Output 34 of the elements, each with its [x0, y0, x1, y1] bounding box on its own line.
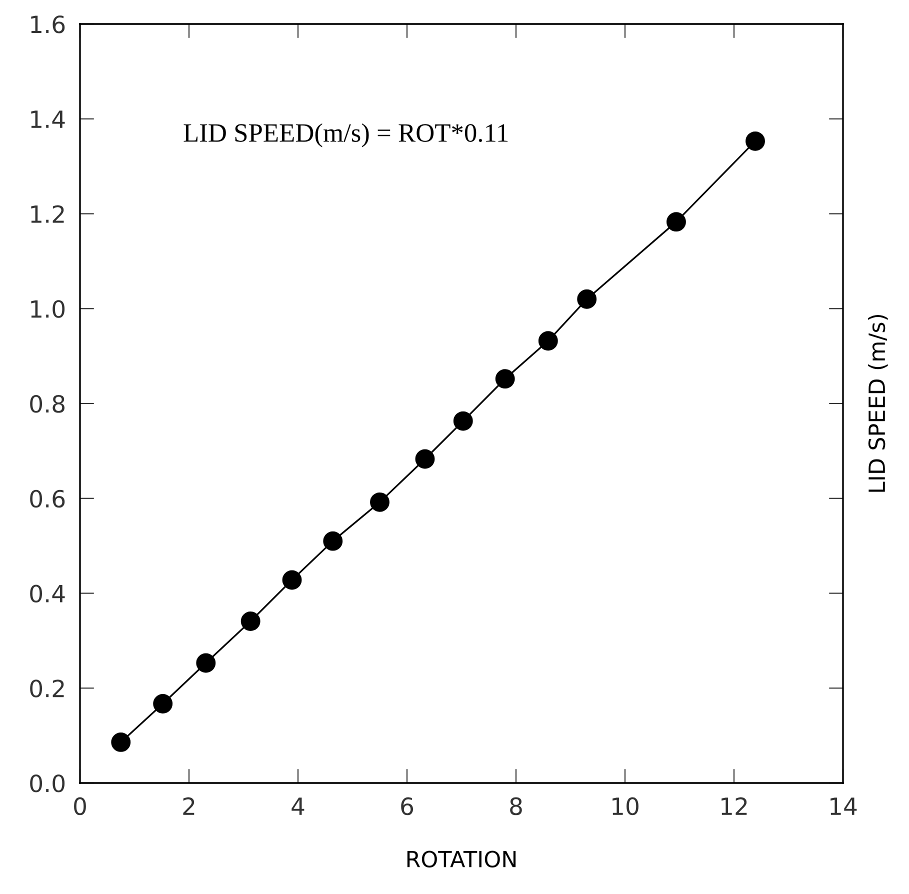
x-tick-label: 6: [401, 797, 414, 816]
y-tick-label: 0.6: [30, 490, 65, 508]
x-tick-label: 14: [830, 798, 857, 815]
y-tick-label: 0.4: [30, 584, 65, 603]
point: [153, 694, 173, 714]
y-tick-label: 1.0: [31, 300, 65, 318]
point: [453, 411, 473, 431]
point: [577, 289, 597, 309]
point: [282, 570, 302, 590]
x-tick-label: 12: [722, 797, 747, 815]
point: [111, 732, 131, 752]
y-tick-label: 1.2: [31, 205, 64, 223]
x-axis-title: ROTATION: [407, 850, 516, 868]
y-tick-label: 1.4: [31, 110, 65, 128]
y-tick-label: 0.0: [30, 774, 65, 792]
point: [538, 331, 558, 351]
point: [666, 212, 686, 232]
x-tick-label: 4: [292, 798, 304, 815]
x-tick-label: 10: [612, 797, 638, 816]
point: [196, 653, 216, 673]
y-axis-title: LID SPEED (m/s): [868, 314, 888, 492]
point: [323, 531, 343, 551]
y-tick-label: 0.8: [30, 394, 64, 413]
point: [370, 492, 390, 512]
y-tick-label: 1.6: [31, 15, 65, 34]
x-tick-label: 2: [183, 797, 194, 815]
point: [240, 612, 260, 631]
point: [746, 131, 765, 151]
point: [415, 449, 435, 469]
x-tick-label: 8: [510, 797, 522, 816]
x-tick-label: 0: [74, 797, 86, 816]
point: [495, 369, 515, 389]
annotation: LID SPEED(m/s) = ROT*0.11: [184, 123, 508, 148]
y-tick-label: 0.2: [30, 680, 64, 698]
